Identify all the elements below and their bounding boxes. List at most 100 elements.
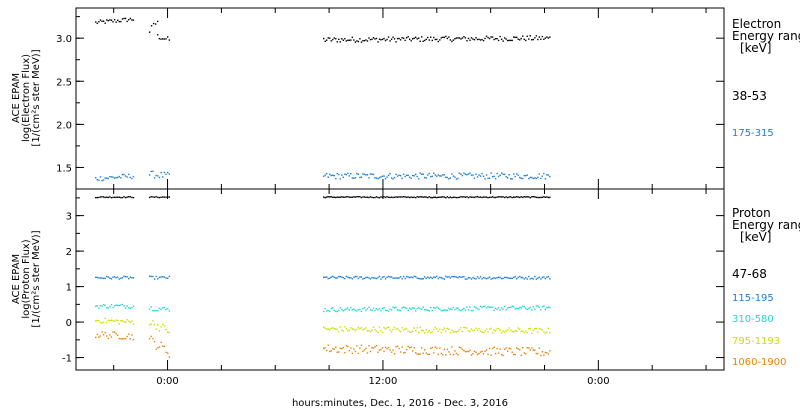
electron-data-point xyxy=(353,177,355,180)
proton-data-point xyxy=(541,196,544,199)
proton-data-point xyxy=(473,329,476,331)
proton-data-point xyxy=(531,277,533,280)
proton-data-point xyxy=(377,196,379,199)
proton-data-point xyxy=(115,304,117,306)
electron-data-point xyxy=(502,40,504,42)
proton-data-point xyxy=(324,196,326,199)
proton-data-point xyxy=(347,307,349,309)
electron-legend-entry-175-315: 175-315 xyxy=(732,128,774,139)
proton-data-point xyxy=(339,196,341,198)
electron-data-point xyxy=(427,36,429,39)
electron-data-point xyxy=(342,39,345,41)
proton-data-point xyxy=(329,310,331,312)
proton-data-point xyxy=(446,196,449,198)
proton-data-point xyxy=(380,348,382,351)
proton-data-point xyxy=(162,345,164,347)
electron-data-point xyxy=(402,37,405,40)
electron-data-point xyxy=(131,19,133,21)
electron-data-point xyxy=(345,40,348,42)
proton-data-point xyxy=(353,308,355,310)
electron-data-point xyxy=(422,173,424,175)
proton-data-point xyxy=(407,330,409,332)
electron-data-point xyxy=(360,41,363,43)
electron-data-point xyxy=(482,39,485,42)
electron-data-point xyxy=(491,36,494,38)
proton-data-point xyxy=(452,353,455,356)
proton-data-point xyxy=(430,347,432,350)
proton-data-point xyxy=(523,306,525,308)
proton-data-point xyxy=(148,308,151,311)
proton-data-point xyxy=(424,276,426,278)
proton-data-point xyxy=(505,347,507,349)
proton-data-point xyxy=(120,304,122,306)
proton-data-point xyxy=(511,196,513,199)
electron-data-point xyxy=(493,175,495,178)
proton-data-point xyxy=(392,328,394,331)
proton-data-point xyxy=(473,277,476,280)
proton-data-point xyxy=(460,276,462,278)
electron-data-point xyxy=(476,176,479,178)
electron-data-point xyxy=(360,176,363,178)
electron-data-point xyxy=(460,38,462,40)
proton-data-point xyxy=(402,352,405,354)
electron-data-point xyxy=(535,35,538,37)
proton-data-point xyxy=(416,307,418,310)
electron-y-axis: 1.5 2.0 2.5 3.0 xyxy=(56,16,724,190)
proton-data-point xyxy=(428,195,430,198)
proton-data-point xyxy=(493,309,495,311)
proton-y-axis: -1 0 1 2 3 xyxy=(62,197,724,365)
proton-data-point xyxy=(522,347,524,349)
proton-data-point xyxy=(366,196,369,198)
proton-legend-title-line1: Proton xyxy=(732,206,771,220)
proton-data-point xyxy=(95,320,97,322)
electron-data-point xyxy=(454,38,456,40)
proton-data-point xyxy=(153,340,156,343)
proton-data-point xyxy=(443,278,446,280)
proton-data-point xyxy=(460,309,462,312)
proton-data-point xyxy=(434,307,436,309)
proton-data-point xyxy=(549,306,551,309)
proton-data-point xyxy=(520,354,522,357)
proton-data-point xyxy=(390,351,393,353)
electron-data-point xyxy=(348,39,351,41)
proton-data-point xyxy=(374,196,376,199)
proton-data-point xyxy=(425,329,427,331)
electron-data-point xyxy=(408,176,411,178)
electron-data-point xyxy=(478,38,480,41)
proton-data-point xyxy=(549,350,551,352)
proton-data-point xyxy=(398,347,400,350)
electron-data-point xyxy=(156,34,159,36)
electron-data-point xyxy=(332,174,334,177)
proton-data-point xyxy=(392,277,394,279)
proton-data-point xyxy=(124,196,127,199)
proton-data-point xyxy=(484,277,486,279)
proton-data-point xyxy=(414,275,417,278)
electron-data-point xyxy=(401,177,403,180)
proton-data-point xyxy=(324,347,326,349)
electron-data-point xyxy=(369,38,372,41)
proton-data-point xyxy=(519,275,521,278)
proton-data-point xyxy=(496,277,498,279)
proton-data-point xyxy=(418,353,420,355)
proton-data-point xyxy=(326,310,328,312)
electron-data-point xyxy=(418,37,420,39)
proton-data-point xyxy=(526,332,528,334)
proton-y-tick-label: 0 xyxy=(66,318,72,329)
electron-data-point xyxy=(166,171,169,174)
electron-data-point xyxy=(439,175,441,177)
proton-data-point xyxy=(163,325,166,327)
electron-data-point xyxy=(332,38,334,41)
proton-data-point xyxy=(107,337,110,340)
proton-data-point xyxy=(491,196,494,198)
proton-data-point xyxy=(332,275,334,278)
proton-data-point xyxy=(378,275,381,278)
proton-data-point xyxy=(115,333,117,335)
proton-data-point xyxy=(519,328,521,330)
electron-plot-frame xyxy=(75,7,725,190)
proton-data-point xyxy=(351,328,354,330)
proton-data-point xyxy=(131,307,133,309)
electron-data-point xyxy=(485,35,488,37)
proton-data-point xyxy=(454,275,456,278)
proton-data-point xyxy=(380,329,382,332)
proton-legend-title-line2: Energy range xyxy=(732,218,800,232)
